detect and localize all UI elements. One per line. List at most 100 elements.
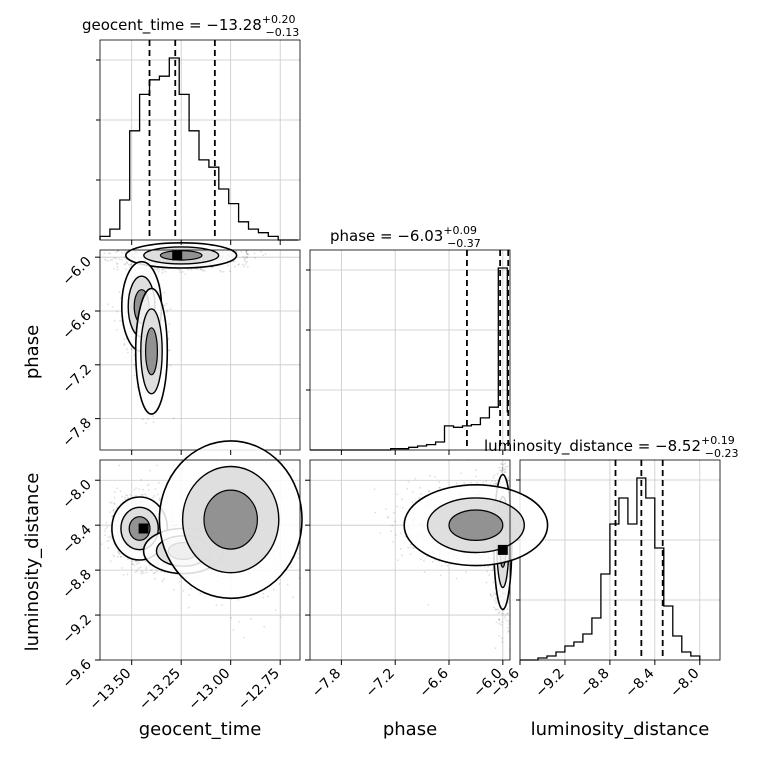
sample-point bbox=[117, 250, 120, 252]
sample-point bbox=[140, 573, 143, 575]
sample-point bbox=[246, 257, 249, 259]
sample-point bbox=[199, 268, 202, 271]
sample-point bbox=[106, 526, 109, 528]
sample-point bbox=[262, 592, 265, 595]
sample-point bbox=[112, 509, 115, 511]
sample-point bbox=[280, 616, 282, 619]
sample-point bbox=[137, 567, 140, 570]
sample-point bbox=[230, 616, 233, 619]
title-phase: phase = −6.03+0.09 −0.37 bbox=[330, 224, 481, 250]
sample-point bbox=[104, 527, 107, 530]
histogram-luminosity_distance bbox=[520, 477, 701, 661]
sample-point bbox=[113, 502, 116, 504]
sample-point bbox=[178, 268, 181, 271]
sample-point bbox=[133, 374, 136, 377]
sample-point bbox=[145, 560, 147, 563]
sample-point bbox=[119, 555, 122, 558]
sample-point bbox=[118, 291, 121, 293]
histogram-geocent_time bbox=[99, 57, 298, 241]
sample-point bbox=[118, 552, 121, 555]
sample-point bbox=[116, 310, 119, 313]
sample-point bbox=[262, 254, 265, 257]
sample-point bbox=[116, 487, 119, 490]
sample-point bbox=[142, 572, 145, 575]
sample-point bbox=[274, 609, 277, 612]
sample-point bbox=[150, 569, 153, 572]
sample-point bbox=[108, 539, 111, 542]
sample-point bbox=[246, 253, 249, 256]
sample-point bbox=[110, 501, 113, 504]
sample-point bbox=[119, 490, 122, 493]
sample-point bbox=[131, 563, 134, 565]
sample-point bbox=[138, 562, 140, 564]
sample-point bbox=[109, 536, 112, 538]
sample-point bbox=[245, 251, 248, 253]
sample-point bbox=[108, 501, 111, 504]
density-peak-phase-vs-geocent_time bbox=[172, 250, 183, 261]
sample-point bbox=[165, 302, 168, 305]
sample-point bbox=[117, 550, 120, 552]
sample-point bbox=[127, 263, 130, 266]
sample-point bbox=[247, 253, 250, 256]
sample-point bbox=[124, 496, 126, 499]
sample-point bbox=[196, 268, 199, 270]
sample-point bbox=[202, 268, 204, 271]
sample-point bbox=[142, 493, 144, 496]
sample-point bbox=[202, 270, 205, 272]
sample-point bbox=[109, 511, 111, 514]
density-contour-luminosity_distance-vs-geocent_time-2-2 bbox=[203, 489, 259, 550]
sample-point bbox=[123, 343, 126, 346]
sample-point bbox=[167, 337, 170, 340]
sample-point bbox=[182, 271, 184, 273]
sample-point bbox=[297, 557, 300, 559]
sample-point bbox=[105, 259, 107, 262]
sample-point bbox=[121, 258, 123, 261]
sample-point bbox=[241, 263, 244, 266]
sample-point bbox=[107, 259, 110, 262]
sample-point bbox=[103, 252, 106, 255]
sample-point bbox=[200, 267, 203, 270]
sample-point bbox=[145, 422, 147, 424]
sample-point bbox=[160, 570, 163, 573]
sample-point bbox=[118, 552, 121, 555]
sample-point bbox=[156, 268, 159, 271]
sample-point bbox=[115, 257, 117, 260]
sample-point bbox=[163, 291, 166, 294]
sample-point bbox=[116, 268, 119, 271]
sample-point bbox=[119, 297, 122, 299]
density-contour-phase-vs-geocent_time-2-2 bbox=[145, 327, 159, 376]
sample-point bbox=[126, 573, 129, 576]
sample-point bbox=[133, 363, 136, 366]
sample-point bbox=[104, 258, 106, 261]
sample-point bbox=[153, 495, 156, 497]
sample-point bbox=[109, 252, 112, 255]
sample-point bbox=[131, 560, 134, 563]
sample-point bbox=[126, 494, 129, 497]
sample-point bbox=[245, 252, 248, 255]
sample-point bbox=[123, 343, 126, 345]
sample-point bbox=[161, 580, 164, 583]
sample-point bbox=[114, 319, 116, 322]
sample-point bbox=[162, 578, 165, 581]
sample-point bbox=[243, 257, 246, 260]
sample-point bbox=[161, 271, 164, 274]
sample-point bbox=[166, 309, 169, 312]
sample-point bbox=[243, 636, 246, 639]
panel-frame bbox=[309, 249, 511, 451]
sample-point bbox=[136, 570, 139, 572]
sample-point bbox=[111, 306, 114, 308]
sample-point bbox=[169, 349, 171, 351]
sample-point bbox=[501, 466, 504, 469]
sample-point bbox=[158, 482, 160, 484]
sample-point bbox=[149, 564, 151, 567]
sample-point bbox=[112, 510, 115, 513]
sample-point bbox=[250, 618, 252, 620]
sample-point bbox=[142, 488, 144, 491]
sample-point bbox=[152, 420, 155, 423]
sample-point bbox=[244, 263, 247, 265]
sample-point bbox=[135, 560, 138, 563]
sample-point bbox=[142, 418, 144, 421]
sample-point bbox=[222, 270, 225, 273]
ylabel-luminosity-distance: luminosity_distance bbox=[22, 473, 43, 652]
ylabel-phase: phase bbox=[22, 325, 43, 379]
